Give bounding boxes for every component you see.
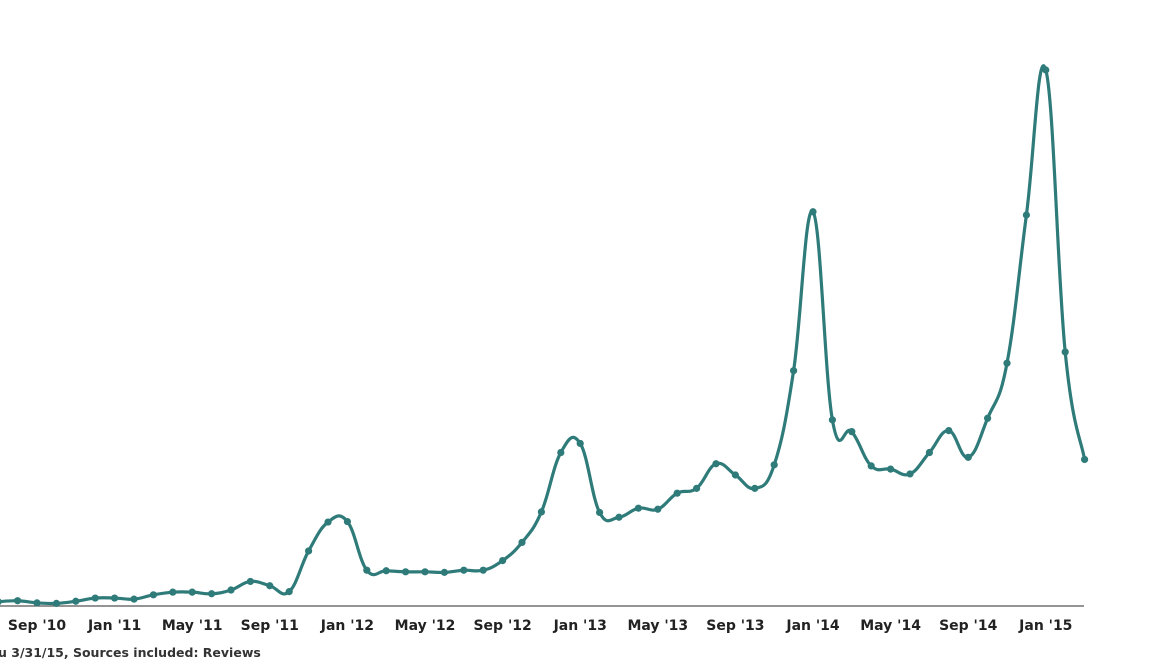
data-point — [906, 470, 914, 478]
data-point — [363, 566, 371, 574]
data-point — [421, 568, 429, 576]
data-point — [828, 416, 837, 424]
x-tick-label: Jan '15 — [1018, 618, 1072, 634]
data-point — [499, 556, 507, 565]
data-point — [809, 208, 817, 216]
data-point — [1081, 455, 1089, 464]
data-point — [1042, 66, 1050, 74]
x-tick-label: Jan '12 — [320, 618, 374, 634]
data-point — [576, 439, 584, 448]
data-point — [693, 484, 701, 492]
data-point — [227, 586, 235, 594]
x-tick-label: Jan '11 — [87, 618, 141, 634]
data-point — [731, 471, 740, 479]
data-point — [440, 568, 448, 576]
data-point — [188, 588, 196, 596]
x-tick-label: Sep '11 — [241, 618, 299, 634]
data-point — [848, 428, 856, 436]
x-tick-label: May '11 — [162, 618, 223, 634]
data-point — [72, 597, 80, 605]
data-point — [266, 582, 274, 590]
data-point — [673, 489, 681, 497]
data-point — [305, 547, 313, 555]
data-point — [169, 588, 177, 596]
data-point — [382, 567, 390, 575]
x-tick-label: Sep '13 — [706, 618, 764, 634]
data-point — [557, 448, 565, 457]
chart-footer-note: u 3/31/15, Sources included: Reviews — [0, 645, 261, 660]
data-point — [654, 505, 662, 513]
data-point — [479, 566, 487, 574]
data-point — [33, 599, 41, 607]
data-point — [14, 597, 22, 605]
x-tick-label: Sep '12 — [473, 618, 531, 634]
data-point — [596, 508, 604, 517]
data-point — [324, 518, 332, 526]
x-tick-label: Sep '14 — [939, 618, 998, 634]
x-tick-label: May '12 — [395, 618, 456, 634]
data-point — [1003, 359, 1011, 367]
data-point — [964, 453, 972, 461]
data-point — [790, 367, 798, 375]
data-point — [537, 508, 546, 516]
x-tick-label: May '13 — [627, 618, 688, 634]
x-tick-label: May '14 — [860, 618, 921, 634]
data-point — [867, 462, 875, 470]
data-point — [634, 504, 643, 512]
data-point — [984, 414, 992, 422]
data-point — [1061, 348, 1069, 356]
data-point — [149, 591, 157, 599]
data-point — [208, 590, 216, 598]
data-point — [0, 598, 2, 605]
data-point — [130, 595, 138, 603]
data-point — [615, 513, 623, 521]
data-point — [751, 484, 759, 492]
data-point — [460, 566, 468, 574]
data-point — [887, 465, 895, 473]
data-point — [246, 577, 254, 586]
data-point — [52, 599, 61, 607]
data-point — [925, 448, 934, 457]
data-point — [111, 594, 119, 602]
data-point — [1022, 211, 1030, 219]
x-tick-label: Jan '14 — [785, 618, 840, 634]
data-point — [91, 594, 99, 602]
data-point — [712, 460, 720, 468]
data-point — [343, 517, 351, 526]
data-point — [518, 538, 526, 547]
data-point — [285, 588, 293, 596]
data-point — [770, 461, 778, 469]
x-tick-label: Jan '13 — [553, 618, 607, 634]
data-point — [945, 426, 953, 435]
series-line — [0, 64, 1087, 606]
data-point — [402, 568, 410, 576]
x-tick-label: Sep '10 — [8, 618, 67, 634]
